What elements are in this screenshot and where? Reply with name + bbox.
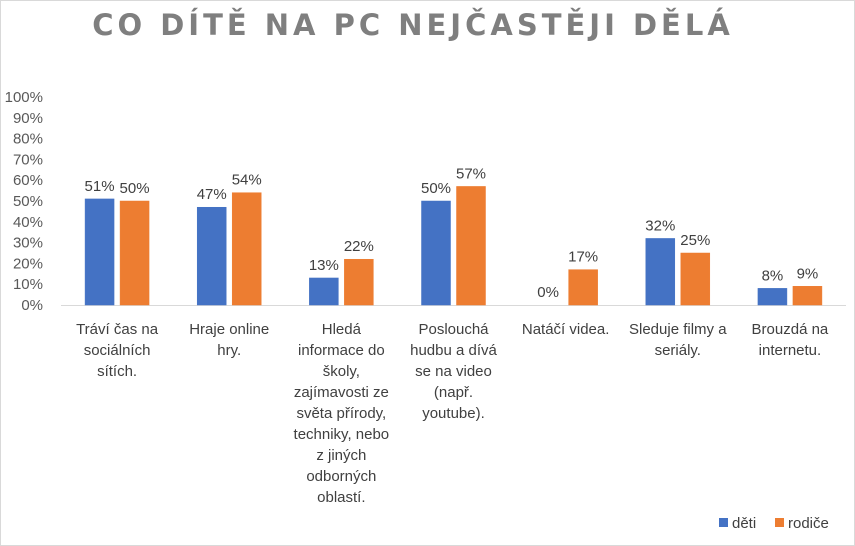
legend-label-children: děti bbox=[732, 515, 756, 532]
category-label: Hraje online hry. bbox=[189, 321, 269, 359]
y-tick-label: 100% bbox=[5, 89, 43, 106]
y-tick-label: 40% bbox=[13, 214, 43, 231]
y-tick-label: 90% bbox=[13, 110, 43, 127]
y-tick-label: 0% bbox=[21, 297, 43, 314]
data-label: 0% bbox=[537, 284, 559, 301]
y-tick-label: 60% bbox=[13, 172, 43, 189]
bar-parents bbox=[680, 252, 711, 306]
data-label: 32% bbox=[645, 217, 675, 234]
category-label: Tráví čas na sociálních sítích. bbox=[76, 321, 159, 380]
category-label: Brouzdá na internetu. bbox=[752, 321, 829, 359]
category-label: Poslouchá hudbu a dívá se na video (např. yo… bbox=[410, 321, 497, 422]
y-tick-label: 10% bbox=[13, 276, 43, 293]
y-tick-label: 20% bbox=[13, 255, 43, 272]
bar-children bbox=[309, 277, 339, 306]
y-tick-label: 80% bbox=[13, 131, 43, 148]
bars-group bbox=[84, 186, 823, 306]
data-label: 50% bbox=[120, 180, 150, 197]
data-label: 25% bbox=[680, 232, 710, 249]
category-label: Natáčí videa. bbox=[522, 321, 610, 338]
legend-label-parents: rodiče bbox=[788, 515, 829, 532]
bar-parents bbox=[231, 192, 262, 306]
category-label: Hledá informace do školy, zajímavosti ze svě… bbox=[294, 321, 390, 506]
bar-children bbox=[645, 238, 676, 306]
bar-children bbox=[757, 288, 788, 306]
data-label: 13% bbox=[309, 257, 339, 274]
legend: děti rodiče bbox=[719, 515, 829, 532]
bar-parents bbox=[344, 258, 374, 306]
data-label: 50% bbox=[421, 180, 451, 197]
bar-parents bbox=[119, 200, 150, 306]
bar-parents bbox=[568, 269, 598, 306]
bar-children bbox=[421, 200, 451, 306]
bar-parents bbox=[456, 186, 486, 306]
bar-parents bbox=[792, 286, 823, 306]
bar-children bbox=[84, 198, 115, 306]
data-label: 57% bbox=[456, 165, 486, 182]
legend-swatch-children bbox=[719, 518, 728, 527]
y-tick-label: 50% bbox=[13, 193, 43, 210]
data-label: 17% bbox=[568, 249, 598, 266]
data-label: 51% bbox=[85, 178, 115, 195]
y-tick-label: 30% bbox=[13, 235, 43, 252]
data-label: 9% bbox=[797, 265, 819, 282]
chart-title: CO DÍTĚ NA PC NEJČASTĚJI DĚLÁ bbox=[92, 8, 734, 42]
category-label: Sleduje filmy a seriály. bbox=[629, 321, 727, 359]
y-axis: 0% 10% 20% 30% 40% 50% 60% 70% 80% 90% 100% bbox=[5, 89, 43, 314]
data-label: 54% bbox=[232, 172, 262, 189]
legend-swatch-parents bbox=[775, 518, 784, 527]
category-labels-group: Tráví čas na sociálních sítích. Hraje onlin… bbox=[76, 321, 829, 506]
y-tick-label: 70% bbox=[13, 151, 43, 168]
bar-children bbox=[196, 206, 227, 306]
data-label: 47% bbox=[197, 186, 227, 203]
data-label: 8% bbox=[762, 267, 784, 284]
data-label: 22% bbox=[344, 238, 374, 255]
data-labels-group: 51% 50% 47% 54% 13% 22% 50% 57% 0% 17% 32% 25% 8% 9% bbox=[85, 165, 819, 301]
